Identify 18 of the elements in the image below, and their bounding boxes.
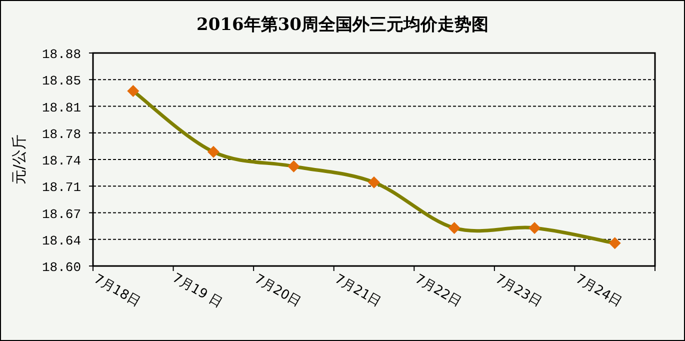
y-tick-label: 18.81 [42,100,82,116]
y-tick-label: 18.78 [42,126,81,142]
y-tick-label: 18.71 [42,180,82,196]
y-axis-title: 元/公斤 [10,134,28,185]
y-tick-label: 18.88 [42,47,81,62]
y-tick-label: 18.60 [42,260,81,275]
x-tick-label: 7月21日 [332,272,384,310]
chart-title: 2016年第30周全国外三元均价走势图 [196,15,488,35]
x-tick-label: 7月20日 [252,272,304,310]
y-tick-label: 18.85 [42,74,81,89]
y-tick-label: 18.64 [42,233,82,248]
y-tick-label: 18.67 [42,206,81,222]
x-tick-label: 7月23日 [492,272,544,310]
x-tick-label: 7月19 日 [170,270,225,312]
y-tick-label: 18.74 [42,154,82,168]
x-tick-label: 7月22日 [412,272,464,310]
x-tick-label: 7月24日 [572,272,624,310]
x-tick-label: 7月18日 [91,272,143,310]
